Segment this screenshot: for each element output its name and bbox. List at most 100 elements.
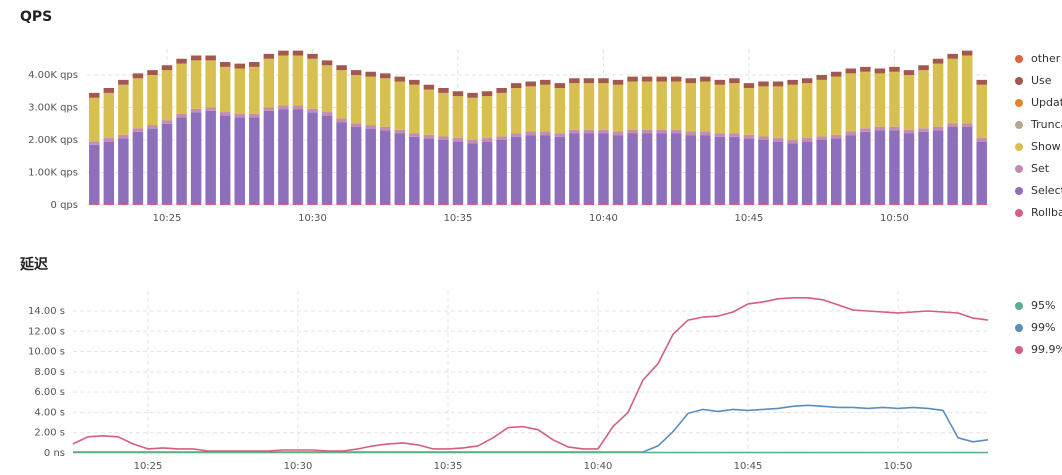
bar-segment <box>423 138 435 205</box>
bar-segment <box>831 138 842 205</box>
bar-segment <box>496 88 507 93</box>
bar-segment <box>394 129 406 134</box>
bar-segment <box>365 71 376 77</box>
bar-segment <box>278 105 289 110</box>
bar-segment <box>205 204 216 205</box>
bar-segment <box>976 79 987 85</box>
bar-segment <box>743 88 755 135</box>
bar-segment <box>670 76 682 82</box>
bar-segment <box>874 126 886 131</box>
bar-segment <box>801 78 813 84</box>
bar-segment <box>350 70 362 75</box>
bar-segment <box>612 131 624 136</box>
bar-segment <box>540 204 551 205</box>
legend-marker <box>1015 346 1023 354</box>
legend-marker <box>1015 143 1023 151</box>
y-tick-label: 6.00 s <box>34 387 65 398</box>
bar-segment <box>452 138 464 142</box>
bar-segment <box>743 204 755 205</box>
bar-segment <box>831 71 842 77</box>
legend-marker <box>1015 302 1023 310</box>
bar-segment <box>496 204 507 205</box>
bar-segment <box>176 63 187 114</box>
bar-segment <box>961 55 973 124</box>
bar-segment <box>510 83 522 88</box>
bar-segment <box>496 92 507 137</box>
bar-segment <box>365 125 376 129</box>
bar-segment <box>350 204 362 205</box>
x-tick-label: 10:45 <box>734 461 763 472</box>
bar-segment <box>961 127 973 205</box>
bar-segment <box>103 138 115 142</box>
bar-segment <box>147 70 158 75</box>
legend-label: 99% <box>1031 321 1055 334</box>
bar-segment <box>219 204 231 205</box>
x-tick-label: 10:35 <box>434 461 463 472</box>
bar-segment <box>321 204 333 205</box>
bar-segment <box>219 115 231 205</box>
bar-segment <box>598 204 609 205</box>
chart-title: QPS <box>20 9 52 25</box>
bar-segment <box>903 70 915 75</box>
line-series <box>72 297 989 452</box>
bar-segment <box>161 123 173 205</box>
bar-segment <box>554 136 566 205</box>
bar-segment <box>307 112 318 205</box>
bar-segment <box>321 112 333 116</box>
bar-segment <box>263 53 275 59</box>
bar-segment <box>438 204 449 205</box>
bar-segment <box>787 139 798 144</box>
bar-segment <box>845 68 857 74</box>
bar-segment <box>889 204 900 205</box>
bar-segment <box>685 131 696 136</box>
bar-segment <box>874 68 886 74</box>
bar-segment <box>903 133 915 205</box>
x-tick-label: 10:40 <box>584 461 613 472</box>
bar-segment <box>161 120 173 124</box>
bar-segment <box>365 76 376 126</box>
bar-segment <box>321 60 333 66</box>
bar-segment <box>161 65 173 71</box>
bar-segment <box>772 204 784 205</box>
bar-segment <box>292 50 304 56</box>
legend-marker <box>1015 324 1023 332</box>
bar-segment <box>205 55 216 61</box>
legend-marker <box>1015 209 1023 217</box>
bar-segment <box>380 73 391 79</box>
x-tick-label: 10:45 <box>735 213 764 224</box>
bar-segment <box>365 204 376 205</box>
y-tick-label: 1.00K qps <box>28 168 78 179</box>
bar-segment <box>641 204 653 205</box>
bar-segment <box>365 128 376 205</box>
legend-marker <box>1015 187 1023 195</box>
bar-segment <box>641 81 653 130</box>
legend-label: 99.9% <box>1031 343 1062 356</box>
bar-segment <box>947 123 958 127</box>
bar-segment <box>307 108 318 113</box>
bar-segment <box>598 129 609 134</box>
bar-segment <box>874 73 886 127</box>
bar-segment <box>336 122 347 205</box>
bar-segment <box>714 136 726 205</box>
bar-segment <box>758 140 769 205</box>
bar-segment <box>947 58 958 124</box>
bar-segment <box>452 96 464 139</box>
bar-segment <box>438 136 449 140</box>
bar-segment <box>932 58 944 64</box>
bar-segment <box>292 109 304 205</box>
bar-segment <box>787 143 798 205</box>
bar-segment <box>438 88 449 93</box>
bar-segment <box>234 63 245 69</box>
bar-segment <box>278 50 289 56</box>
bar-segment <box>976 138 987 142</box>
x-tick-label: 10:40 <box>589 213 618 224</box>
bar-segment <box>278 109 289 205</box>
bar-segment <box>278 204 289 205</box>
bar-segment <box>205 60 216 108</box>
bar-segment <box>394 76 406 82</box>
bar-segment <box>627 133 638 205</box>
legend-label: Use <box>1031 74 1052 87</box>
bar-segment <box>772 138 784 142</box>
y-tick-label: 10.00 s <box>28 347 65 358</box>
bar-segment <box>409 84 420 134</box>
